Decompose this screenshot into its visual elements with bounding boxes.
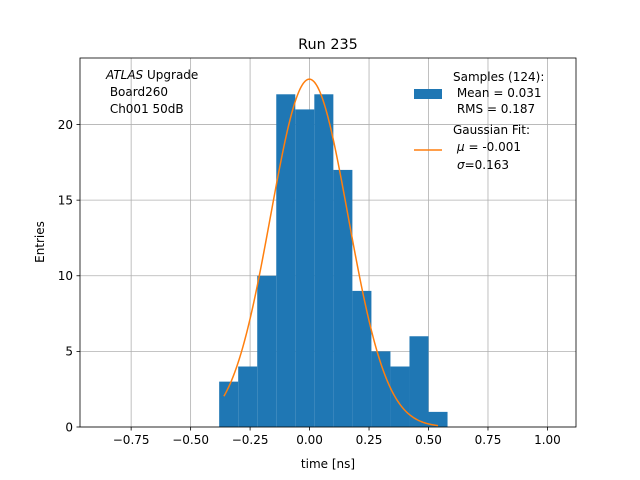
hist-bar-3 — [276, 94, 296, 428]
legend-samples-title: Samples (124): — [453, 70, 544, 84]
legend: Samples (124): Mean = 0.031 RMS = 0.187 … — [414, 70, 544, 172]
x-axis-label: time [ns] — [301, 457, 355, 471]
legend-mu-value: = -0.001 — [465, 140, 521, 154]
x-tick-label-2: −0.25 — [232, 433, 269, 447]
legend-sigma-value: =0.163 — [465, 158, 509, 172]
hist-bar-10 — [409, 336, 429, 427]
x-tick-label-7: 1.00 — [534, 433, 561, 447]
x-tick-label-1: −0.50 — [172, 433, 209, 447]
hist-bar-8 — [371, 351, 391, 427]
chart-title: Run 235 — [298, 37, 358, 53]
y-tick-label-2: 10 — [58, 269, 73, 283]
annotation-upgrade: Upgrade — [143, 68, 198, 82]
hist-bar-6 — [333, 169, 353, 427]
legend-sigma-symbol: σ — [457, 158, 465, 172]
hist-bar-0 — [219, 381, 239, 427]
legend-samples-mean: Mean = 0.031 — [453, 86, 542, 100]
y-tick-label-0: 0 — [65, 420, 73, 434]
y-tick-label-3: 15 — [58, 193, 73, 207]
x-axis-ticks: −0.75 −0.50 −0.25 0.00 0.25 0.50 0.75 1.00 — [113, 427, 561, 447]
y-tick-label-4: 20 — [58, 118, 73, 132]
hist-bar-2 — [257, 275, 277, 427]
legend-samples-patch — [414, 89, 442, 99]
legend-fit-title: Gaussian Fit: — [453, 123, 530, 137]
x-tick-label-0: −0.75 — [113, 433, 150, 447]
hist-bar-1 — [238, 366, 258, 427]
legend-fit-sigma: σ=0.163 — [457, 158, 509, 172]
y-axis-ticks: 0 5 10 15 20 — [58, 118, 80, 434]
gaussian-fit — [223, 78, 439, 427]
x-tick-label-5: 0.50 — [415, 433, 442, 447]
hist-bar-7 — [352, 290, 372, 427]
atlas-annotation: ATLAS Upgrade Board260 Ch001 50dB — [105, 68, 198, 116]
x-tick-label-4: 0.25 — [356, 433, 383, 447]
histogram-bars — [219, 94, 448, 428]
y-axis-label: Entries — [33, 221, 47, 263]
x-tick-label-3: 0.00 — [296, 433, 323, 447]
fit-curve — [223, 78, 439, 427]
legend-fit-mu: μ = -0.001 — [456, 140, 521, 154]
y-tick-label-1: 5 — [65, 345, 73, 359]
legend-mu-symbol: μ — [456, 140, 465, 154]
annotation-channel: Ch001 50dB — [106, 102, 184, 116]
x-tick-label-6: 0.75 — [475, 433, 502, 447]
annotation-board: Board260 — [106, 85, 168, 99]
hist-bar-11 — [428, 411, 448, 427]
axes-frame — [79, 57, 577, 428]
annotation-line-1: ATLAS Upgrade — [105, 68, 198, 82]
hist-bar-9 — [390, 366, 410, 427]
annotation-atlas: ATLAS — [105, 68, 144, 82]
hist-bar-4 — [295, 109, 315, 427]
legend-samples-rms: RMS = 0.187 — [453, 102, 535, 116]
hist-bar-5 — [314, 94, 334, 428]
